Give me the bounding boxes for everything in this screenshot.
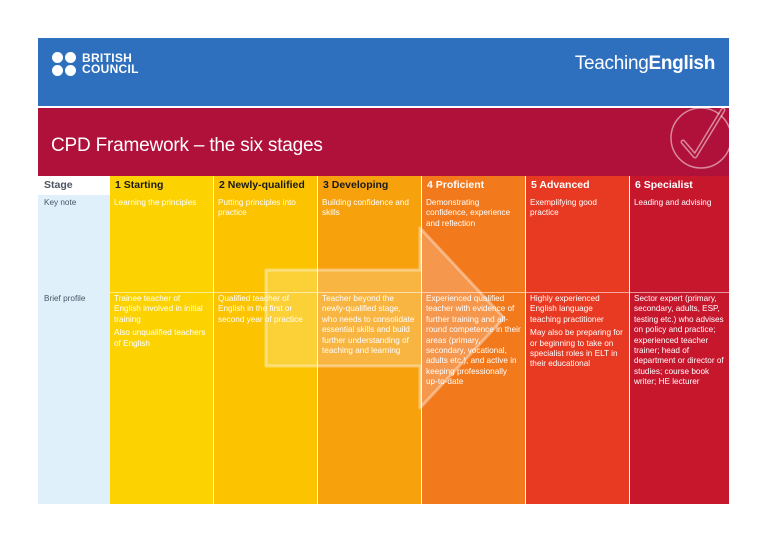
row-label-key-note: Key note <box>44 198 77 207</box>
profile-6-paragraph: Sector expert (primary, secondary, adult… <box>634 294 724 387</box>
profile-2-paragraph: Qualified teacher of English in the firs… <box>218 294 303 324</box>
stage-column-1: 1 Starting Learning the principles Train… <box>110 176 213 504</box>
cpd-framework-page: BRITISH COUNCIL TeachingEnglish CPD Fram… <box>38 38 729 504</box>
stage-column-2: 2 Newly-qualified Putting principles int… <box>214 176 317 504</box>
stage-column-3: 3 Developing Building confidence and ski… <box>318 176 421 504</box>
profile-5-paragraph: Highly experienced English language teac… <box>530 294 604 324</box>
row-divider <box>422 292 525 293</box>
profile-1-paragraph: Also unqualified teachers of English <box>114 328 206 348</box>
header-banner: BRITISH COUNCIL TeachingEnglish <box>38 38 729 106</box>
stage-header-3: 3 Developing <box>323 179 389 191</box>
profile-5: Highly experienced English language teac… <box>530 294 625 373</box>
stage-header-5: 5 Advanced <box>531 179 590 191</box>
stage-header: Stage <box>38 176 110 195</box>
teaching-english-suffix: English <box>648 53 715 74</box>
row-divider <box>110 292 213 293</box>
stage-label-column: Stage Key note Brief profile <box>38 176 110 504</box>
row-divider <box>630 292 729 293</box>
profile-1: Trainee teacher of English involved in i… <box>114 294 209 352</box>
key-note-4: Demonstrating confidence, experience and… <box>426 198 511 228</box>
teaching-english-prefix: Teaching <box>574 53 649 74</box>
british-council-dots-icon <box>52 52 76 76</box>
profile-2: Qualified teacher of English in the firs… <box>218 294 313 328</box>
stage-header-4: 4 Proficient <box>427 179 485 191</box>
teaching-english-logo: TeachingEnglish <box>575 53 715 75</box>
key-note-2: Putting principles into practice <box>218 198 296 218</box>
profile-6: Sector expert (primary, secondary, adult… <box>634 294 725 391</box>
stage-header-2: 2 Newly-qualified <box>219 179 305 191</box>
stage-column-4: 4 Proficient Demonstrating confidence, e… <box>422 176 525 504</box>
key-note-6: Leading and advising <box>634 198 712 207</box>
profile-1-paragraph: Trainee teacher of English involved in i… <box>114 294 203 324</box>
stages-table: Stage Key note Brief profile 1 Starting … <box>38 176 729 504</box>
stage-column-6: 6 Specialist Leading and advising Sector… <box>630 176 729 504</box>
stage-header-1: 1 Starting <box>115 179 164 191</box>
row-divider <box>526 292 629 293</box>
key-note-5: Exemplifying good practice <box>530 198 597 218</box>
british-council-logo: BRITISH COUNCIL <box>52 52 139 76</box>
profile-4: Experienced qualified teacher with evide… <box>426 294 521 391</box>
profile-3-paragraph: Teacher beyond the newly-qualified stage… <box>322 294 415 356</box>
stage-header-6: 6 Specialist <box>635 179 693 191</box>
stage-column-5: 5 Advanced Exemplifying good practice Hi… <box>526 176 629 504</box>
checkmark-circle-icon <box>670 108 729 169</box>
key-note-3: Building confidence and skills <box>322 198 409 218</box>
page-title: CPD Framework – the six stages <box>51 135 323 157</box>
row-label-brief-profile: Brief profile <box>44 294 86 303</box>
profile-5-paragraph: May also be preparing for or beginning t… <box>530 328 623 369</box>
row-divider <box>318 292 421 293</box>
key-note-1: Learning the principles <box>114 198 197 207</box>
row-divider <box>214 292 317 293</box>
british-council-line1: BRITISH <box>82 50 133 65</box>
title-band: CPD Framework – the six stages <box>38 108 729 176</box>
profile-4-paragraph: Experienced qualified teacher with evide… <box>426 294 521 387</box>
profile-3: Teacher beyond the newly-qualified stage… <box>322 294 417 359</box>
british-council-line2: COUNCIL <box>82 62 139 76</box>
